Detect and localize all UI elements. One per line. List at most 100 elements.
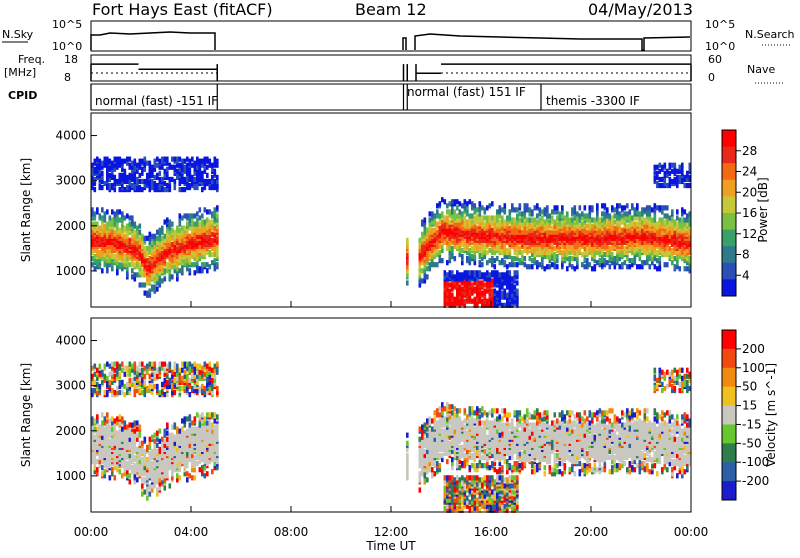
power-cell [121,173,124,178]
power-cell [681,217,684,222]
power-cell [171,177,174,182]
power-cell [446,215,449,220]
power-cell [464,270,467,275]
power-cell [669,163,672,168]
power-cell [494,264,497,269]
velocity-cell [111,427,114,432]
velocity-cell [129,422,132,427]
velocity-cell [124,366,127,371]
velocity-cell [139,388,142,393]
power-cell [629,264,632,269]
power-cell [471,246,474,251]
power-cell [684,175,687,180]
power-cell [676,169,679,174]
power-cell [159,177,162,182]
power-cell [114,157,117,162]
velocity-cell [171,433,174,438]
velocity-cell [156,384,159,389]
velocity-cell [149,362,152,367]
power-cell [454,297,457,302]
velocity-cell [159,429,162,434]
noise-sky-trace-2 [403,34,690,50]
power-cell [496,270,499,275]
power-cell [149,289,152,294]
power-cell [469,199,472,204]
power-cell [191,175,194,180]
power-cell [196,157,199,162]
power-cell [651,207,654,212]
power-cell [461,286,464,291]
velocity-cell [114,475,117,480]
power-cell [486,299,489,304]
noise-right-tick-bottom: 10^0 [705,40,735,53]
power-cell [586,258,589,263]
power-cell [664,213,667,218]
power-cell [129,222,132,227]
power-cell [446,203,449,208]
power-cell [114,211,117,216]
velocity-cell [149,437,152,442]
power-cell [124,169,127,174]
power-cell [664,171,667,176]
power-cell [159,159,162,164]
power-cell [131,161,134,166]
power-cell [499,260,502,265]
power-cell [674,177,677,182]
power-cell [129,238,132,243]
power-cell [214,226,217,231]
power-cell [604,258,607,263]
power-cell [681,163,684,168]
velocity-cell [121,473,124,478]
velocity-cell [146,386,149,391]
power-cell [191,262,194,267]
power-cell [564,215,567,220]
power-cell [191,163,194,168]
power-cell [601,203,604,208]
power-cell [149,161,152,166]
power-cell [134,262,137,267]
power-cell [554,246,557,251]
power-cell [119,217,122,222]
power-cell [216,159,219,164]
power-cell [511,217,514,222]
power-cell [491,278,494,283]
velocity-cell [146,364,149,369]
power-cell [199,159,202,164]
power-cell [194,213,197,218]
power-cell [686,171,689,176]
power-cell [579,205,582,210]
power-cell [526,203,529,208]
power-cell [634,222,637,227]
power-cell [101,185,104,190]
velocity-cell [146,445,149,450]
power-cell [131,215,134,220]
power-cell [114,230,117,235]
velocity-cell [169,483,172,488]
power-cell [99,213,102,218]
velocity-cell [126,424,129,429]
power-cell [419,238,422,243]
power-cell [531,217,534,222]
velocity-cell [106,412,109,417]
power-cell [101,161,104,166]
power-cell [156,236,159,241]
velocity-cell [114,418,117,423]
power-cell [441,258,444,263]
power-cell [171,274,174,279]
power-cell [556,205,559,210]
power-cell [596,260,599,265]
power-cell [516,270,519,275]
power-cell [144,246,147,251]
power-cell [144,179,147,184]
power-cell [129,173,132,178]
power-cell [406,238,409,243]
power-cell [474,286,477,291]
power-cell [181,187,184,192]
nave-tick-bottom: 0 [708,71,715,84]
power-cell [471,282,474,287]
velocity-cell [134,455,137,460]
power-cell [654,264,657,269]
power-cell [626,211,629,216]
power-cell [184,159,187,164]
power-cell [536,203,539,208]
